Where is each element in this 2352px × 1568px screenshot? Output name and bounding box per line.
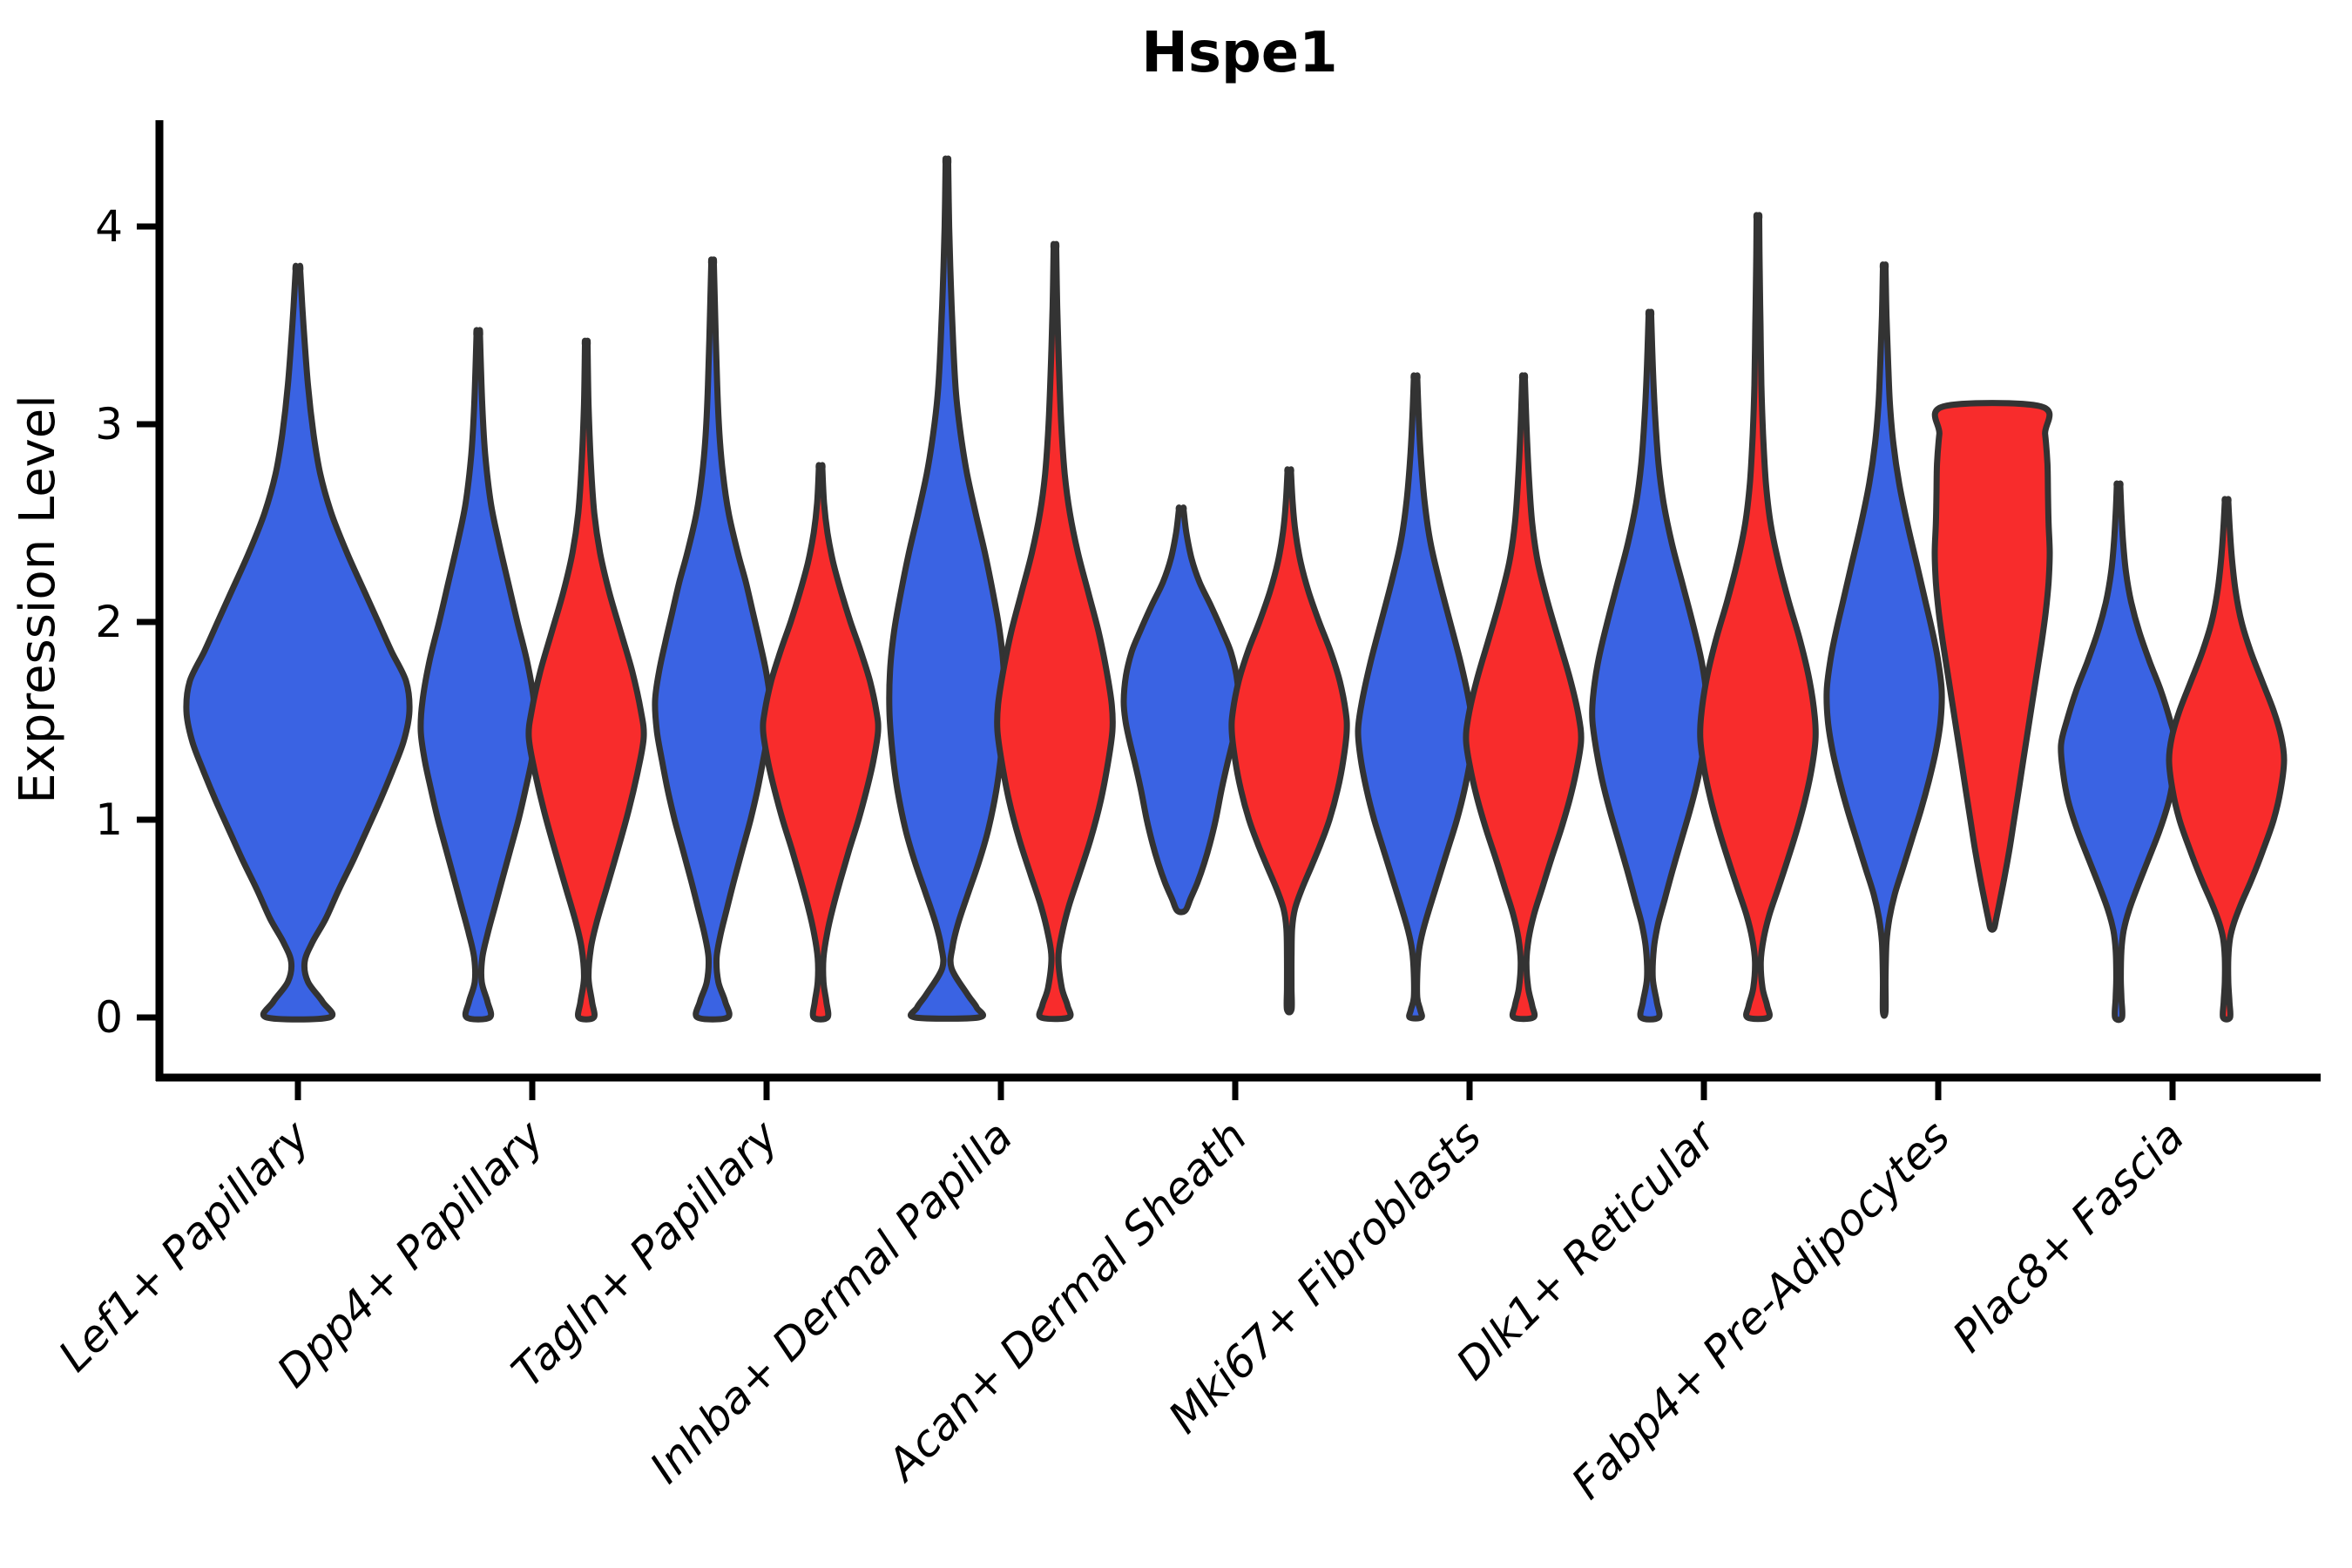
x-tick-label: Plac8+ Fascia (1943, 1111, 2194, 1362)
violins-group (183, 155, 2288, 1024)
y-tick-labels: 0 1 2 3 4 (95, 201, 123, 1043)
y-tick-label: 3 (95, 399, 123, 449)
violin-red-5 (1463, 372, 1585, 1023)
x-tick-label: Lef1+ Papillary (49, 1110, 320, 1381)
axes (137, 120, 2321, 1100)
x-tick-label: Dlk1+ Reticular (1447, 1109, 1727, 1389)
violin-blue-1 (417, 327, 539, 1023)
y-tick-label: 1 (95, 794, 123, 845)
violin-blue-0 (183, 262, 413, 1023)
y-axis-label: Expression Level (10, 395, 66, 804)
violin-blue-5 (1355, 372, 1477, 1022)
violin-blue-6 (1589, 308, 1711, 1023)
y-tick-label: 4 (95, 201, 123, 252)
violin-red-4 (1228, 466, 1350, 1016)
y-tick-label: 0 (95, 992, 123, 1043)
violin-red-6 (1697, 212, 1819, 1023)
violin-blue-8 (2058, 480, 2180, 1024)
violin-red-7 (1931, 400, 2053, 933)
y-tick-label: 2 (95, 597, 123, 647)
violin-blue-4 (1120, 504, 1242, 916)
violin-red-3 (994, 240, 1116, 1023)
violin-blue-7 (1823, 261, 1945, 1019)
chart-title: Hspe1 (1141, 21, 1337, 85)
violin-red-1 (525, 337, 647, 1023)
violin-blue-3 (886, 155, 1008, 1022)
violin-red-8 (2166, 496, 2288, 1023)
violin-blue-2 (652, 256, 774, 1023)
violin-red-2 (760, 462, 882, 1023)
x-tick-label: Fabp4+ Pre-Adipocytes (1562, 1111, 1960, 1509)
